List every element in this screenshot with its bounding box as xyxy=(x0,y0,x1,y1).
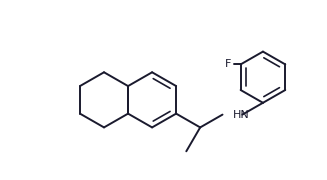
Text: F: F xyxy=(225,59,231,69)
Text: HN: HN xyxy=(232,110,249,120)
